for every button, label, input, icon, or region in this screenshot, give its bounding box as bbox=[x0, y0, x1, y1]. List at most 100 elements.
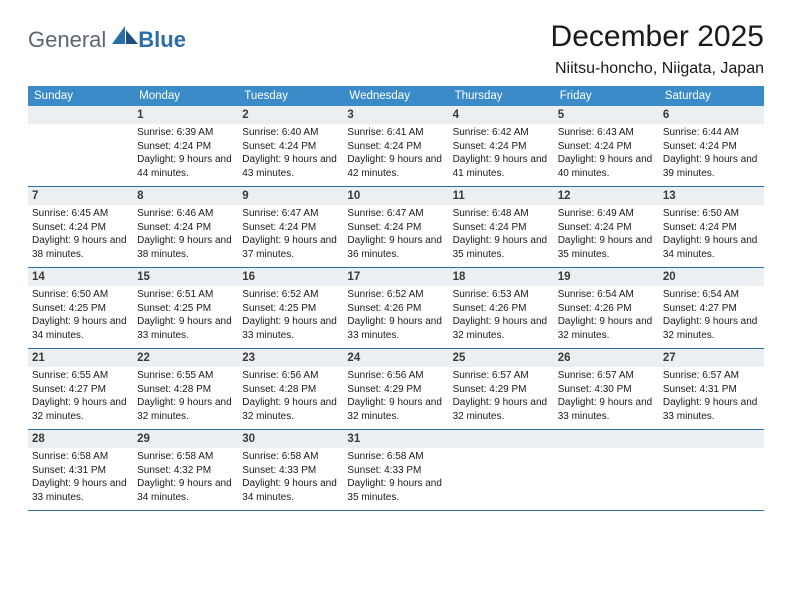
day-details: Sunrise: 6:53 AMSunset: 4:26 PMDaylight:… bbox=[453, 288, 550, 342]
day-number: 6 bbox=[659, 106, 764, 124]
day-cell: 30 Sunrise: 6:58 AMSunset: 4:33 PMDayligh… bbox=[238, 430, 343, 510]
day-cell: 24 Sunrise: 6:56 AMSunset: 4:29 PMDayligh… bbox=[343, 349, 448, 429]
day-cell: 18 Sunrise: 6:53 AMSunset: 4:26 PMDayligh… bbox=[449, 268, 554, 348]
day-cell: 6 Sunrise: 6:44 AMSunset: 4:24 PMDaylight… bbox=[659, 106, 764, 186]
weekday-header: Saturday bbox=[659, 86, 764, 106]
month-title: December 2025 bbox=[551, 20, 764, 54]
day-number: . bbox=[449, 430, 554, 448]
week-row: 21 Sunrise: 6:55 AMSunset: 4:27 PMDayligh… bbox=[28, 349, 764, 430]
day-cell: 1 Sunrise: 6:39 AMSunset: 4:24 PMDaylight… bbox=[133, 106, 238, 186]
weekday-header: Wednesday bbox=[343, 86, 448, 106]
day-details: Sunrise: 6:51 AMSunset: 4:25 PMDaylight:… bbox=[137, 288, 234, 342]
day-number: 9 bbox=[238, 187, 343, 205]
day-details: Sunrise: 6:44 AMSunset: 4:24 PMDaylight:… bbox=[663, 126, 760, 180]
day-number: 5 bbox=[554, 106, 659, 124]
day-number: 18 bbox=[449, 268, 554, 286]
day-details: Sunrise: 6:43 AMSunset: 4:24 PMDaylight:… bbox=[558, 126, 655, 180]
day-details: Sunrise: 6:55 AMSunset: 4:28 PMDaylight:… bbox=[137, 369, 234, 423]
weekday-header: Thursday bbox=[449, 86, 554, 106]
day-cell: 3Sunrise: 6:41 AMSunset: 4:24 PMDaylight… bbox=[343, 106, 448, 186]
day-details: Sunrise: 6:58 AMSunset: 4:32 PMDaylight:… bbox=[137, 450, 234, 504]
weekday-header: Monday bbox=[133, 86, 238, 106]
day-cell: 2 Sunrise: 6:40 AMSunset: 4:24 PMDaylight… bbox=[238, 106, 343, 186]
empty-cell: . bbox=[659, 430, 764, 510]
logo-sail-icon bbox=[112, 26, 138, 44]
day-number: 17 bbox=[343, 268, 448, 286]
day-number: 2 bbox=[238, 106, 343, 124]
day-number: 14 bbox=[28, 268, 133, 286]
day-cell: 14 Sunrise: 6:50 AMSunset: 4:25 PMDayligh… bbox=[28, 268, 133, 348]
day-cell: 9 Sunrise: 6:47 AMSunset: 4:24 PMDaylight… bbox=[238, 187, 343, 267]
day-cell: 25Sunrise: 6:57 AMSunset: 4:29 PMDayligh… bbox=[449, 349, 554, 429]
day-number: 7 bbox=[28, 187, 133, 205]
day-details: Sunrise: 6:56 AMSunset: 4:29 PMDaylight:… bbox=[347, 369, 444, 423]
day-number: 8 bbox=[133, 187, 238, 205]
day-details: Sunrise: 6:58 AMSunset: 4:33 PMDaylight:… bbox=[242, 450, 339, 504]
day-details: Sunrise: 6:47 AMSunset: 4:24 PMDaylight:… bbox=[242, 207, 339, 261]
day-cell: 13Sunrise: 6:50 AMSunset: 4:24 PMDayligh… bbox=[659, 187, 764, 267]
day-cell: 22Sunrise: 6:55 AMSunset: 4:28 PMDayligh… bbox=[133, 349, 238, 429]
day-number: 29 bbox=[133, 430, 238, 448]
empty-cell: . bbox=[449, 430, 554, 510]
week-row: 14 Sunrise: 6:50 AMSunset: 4:25 PMDayligh… bbox=[28, 268, 764, 349]
day-number: . bbox=[554, 430, 659, 448]
day-number: 30 bbox=[238, 430, 343, 448]
day-number: 20 bbox=[659, 268, 764, 286]
week-row: .1Sunrise: 6:39 AMSunset: 4:24 PMDayligh… bbox=[28, 106, 764, 187]
day-details: Sunrise: 6:39 AMSunset: 4:24 PMDaylight:… bbox=[137, 126, 234, 180]
day-details: Sunrise: 6:54 AMSunset: 4:27 PMDaylight:… bbox=[663, 288, 760, 342]
day-details: Sunrise: 6:52 AMSunset: 4:26 PMDaylight:… bbox=[347, 288, 444, 342]
day-details: Sunrise: 6:47 AMSunset: 4:24 PMDaylight:… bbox=[347, 207, 444, 261]
week-row: 28 Sunrise: 6:58 AMSunset: 4:31 PMDayligh… bbox=[28, 430, 764, 511]
day-details: Sunrise: 6:50 AMSunset: 4:25 PMDaylight:… bbox=[32, 288, 129, 342]
day-details: Sunrise: 6:48 AMSunset: 4:24 PMDaylight:… bbox=[453, 207, 550, 261]
empty-cell: . bbox=[554, 430, 659, 510]
day-details: Sunrise: 6:58 AMSunset: 4:33 PMDaylight:… bbox=[347, 450, 444, 504]
day-details: Sunrise: 6:58 AMSunset: 4:31 PMDaylight:… bbox=[32, 450, 129, 504]
day-cell: 10 Sunrise: 6:47 AMSunset: 4:24 PMDayligh… bbox=[343, 187, 448, 267]
day-number: 16 bbox=[238, 268, 343, 286]
day-number: 12 bbox=[554, 187, 659, 205]
day-cell: 5 Sunrise: 6:43 AMSunset: 4:24 PMDaylight… bbox=[554, 106, 659, 186]
day-cell: 19 Sunrise: 6:54 AMSunset: 4:26 PMDayligh… bbox=[554, 268, 659, 348]
weekday-header-row: SundayMondayTuesdayWednesdayThursdayFrid… bbox=[28, 86, 764, 106]
day-details: Sunrise: 6:42 AMSunset: 4:24 PMDaylight:… bbox=[453, 126, 550, 180]
day-number: 19 bbox=[554, 268, 659, 286]
day-number: 28 bbox=[28, 430, 133, 448]
day-details: Sunrise: 6:56 AMSunset: 4:28 PMDaylight:… bbox=[242, 369, 339, 423]
logo-text-general: General bbox=[28, 27, 106, 53]
day-cell: 15Sunrise: 6:51 AMSunset: 4:25 PMDayligh… bbox=[133, 268, 238, 348]
day-number: 11 bbox=[449, 187, 554, 205]
day-number: 3 bbox=[343, 106, 448, 124]
day-cell: 21 Sunrise: 6:55 AMSunset: 4:27 PMDayligh… bbox=[28, 349, 133, 429]
day-number: 26 bbox=[554, 349, 659, 367]
day-cell: 31Sunrise: 6:58 AMSunset: 4:33 PMDayligh… bbox=[343, 430, 448, 510]
day-cell: 29 Sunrise: 6:58 AMSunset: 4:32 PMDayligh… bbox=[133, 430, 238, 510]
day-cell: 17 Sunrise: 6:52 AMSunset: 4:26 PMDayligh… bbox=[343, 268, 448, 348]
weekday-header: Sunday bbox=[28, 86, 133, 106]
day-cell: 16 Sunrise: 6:52 AMSunset: 4:25 PMDayligh… bbox=[238, 268, 343, 348]
day-details: Sunrise: 6:54 AMSunset: 4:26 PMDaylight:… bbox=[558, 288, 655, 342]
day-number: 21 bbox=[28, 349, 133, 367]
day-details: Sunrise: 6:52 AMSunset: 4:25 PMDaylight:… bbox=[242, 288, 339, 342]
weekday-header: Friday bbox=[554, 86, 659, 106]
brand-logo: General Blue bbox=[28, 26, 186, 54]
day-details: Sunrise: 6:57 AMSunset: 4:31 PMDaylight:… bbox=[663, 369, 760, 423]
day-details: Sunrise: 6:46 AMSunset: 4:24 PMDaylight:… bbox=[137, 207, 234, 261]
day-details: Sunrise: 6:40 AMSunset: 4:24 PMDaylight:… bbox=[242, 126, 339, 180]
day-number: . bbox=[659, 430, 764, 448]
day-details: Sunrise: 6:55 AMSunset: 4:27 PMDaylight:… bbox=[32, 369, 129, 423]
day-number: 1 bbox=[133, 106, 238, 124]
day-details: Sunrise: 6:57 AMSunset: 4:29 PMDaylight:… bbox=[453, 369, 550, 423]
day-cell: 12Sunrise: 6:49 AMSunset: 4:24 PMDayligh… bbox=[554, 187, 659, 267]
day-cell: 8 Sunrise: 6:46 AMSunset: 4:24 PMDaylight… bbox=[133, 187, 238, 267]
day-cell: 11 Sunrise: 6:48 AMSunset: 4:24 PMDayligh… bbox=[449, 187, 554, 267]
day-details: Sunrise: 6:45 AMSunset: 4:24 PMDaylight:… bbox=[32, 207, 129, 261]
day-cell: 7 Sunrise: 6:45 AMSunset: 4:24 PMDaylight… bbox=[28, 187, 133, 267]
day-number: 10 bbox=[343, 187, 448, 205]
day-cell: 4Sunrise: 6:42 AMSunset: 4:24 PMDaylight… bbox=[449, 106, 554, 186]
day-number: 27 bbox=[659, 349, 764, 367]
day-details: Sunrise: 6:57 AMSunset: 4:30 PMDaylight:… bbox=[558, 369, 655, 423]
logo-text-blue: Blue bbox=[138, 27, 186, 53]
day-number: 24 bbox=[343, 349, 448, 367]
